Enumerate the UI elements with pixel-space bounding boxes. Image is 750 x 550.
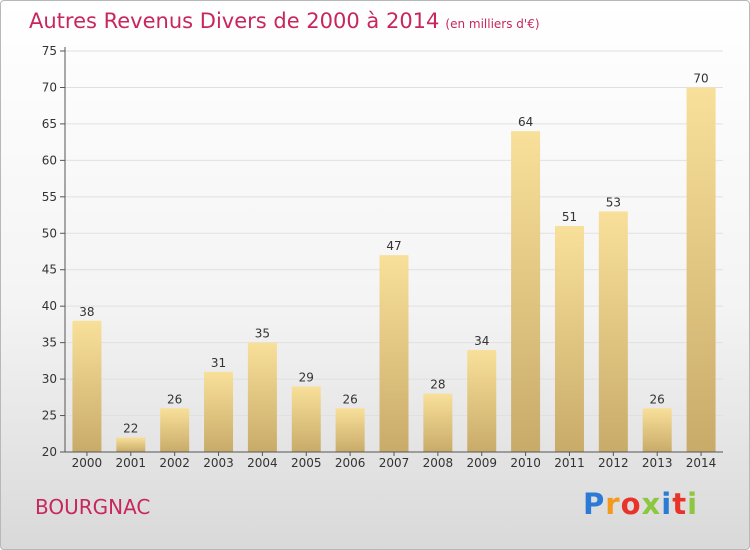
x-tick-label: 2009 [466, 456, 497, 470]
axes: 20 25 30 35 40 45 50 55 60 65 70 75 2000 2001 2002 2003… [42, 44, 723, 470]
x-tick-label: 2002 [159, 456, 190, 470]
data-label: 47 [386, 239, 401, 253]
bar-2010 [511, 131, 541, 452]
data-label: 70 [693, 71, 708, 85]
y-tick-label: 50 [42, 226, 57, 240]
x-tick-label: 2012 [598, 456, 629, 470]
y-tick-label: 30 [42, 372, 57, 386]
bars [72, 87, 716, 453]
x-tick-label: 2014 [686, 456, 717, 470]
y-tick-label: 20 [42, 445, 57, 459]
y-tick-label: 25 [42, 409, 57, 423]
x-tick-label: 2000 [72, 456, 103, 470]
data-label: 31 [211, 356, 226, 370]
logo-letter: i [687, 487, 699, 521]
y-tick-label: 70 [42, 80, 57, 94]
data-label: 35 [255, 327, 270, 341]
data-label: 51 [562, 210, 577, 224]
y-tick-label: 60 [42, 153, 57, 167]
data-label: 29 [299, 370, 314, 384]
logo-letter: i [661, 487, 673, 521]
chart-subtitle: (en milliers d'€) [445, 17, 540, 31]
logo-letter: x [641, 487, 662, 521]
x-tick-label: 2001 [116, 456, 147, 470]
logo-letter: o [620, 487, 642, 521]
x-tick-label: 2006 [335, 456, 366, 470]
x-tick-label: 2010 [510, 456, 541, 470]
bar-2001 [116, 437, 146, 452]
data-label: 26 [342, 392, 357, 406]
x-tick-label: 2008 [423, 456, 454, 470]
title-text: Autres Revenus Divers de 2000 à 2014 [29, 9, 440, 33]
data-label: 26 [167, 392, 182, 406]
x-tick-label: 2011 [554, 456, 585, 470]
bar-2000 [72, 320, 102, 452]
logo-letter: t [672, 487, 688, 521]
data-label: 34 [474, 334, 489, 348]
data-label: 26 [650, 392, 665, 406]
bar-2013 [642, 408, 672, 452]
bar-2014 [686, 87, 716, 453]
y-tick-label: 40 [42, 299, 57, 313]
data-label: 53 [606, 195, 621, 209]
x-tick-label: 2007 [379, 456, 410, 470]
x-tick-label: 2005 [291, 456, 322, 470]
data-labels: 38 22 26 31 35 29 26 47 28 34 64 51 53 26 70 [79, 71, 708, 435]
logo-letter: r [605, 487, 621, 521]
bar-2004 [247, 342, 277, 452]
bar-2012 [598, 211, 628, 452]
data-label: 28 [430, 378, 445, 392]
bar-2007 [379, 255, 409, 452]
bar-2008 [423, 393, 453, 452]
y-tick-label: 65 [42, 117, 57, 131]
data-label: 64 [518, 115, 533, 129]
data-label: 22 [123, 421, 138, 435]
bar-2002 [160, 408, 190, 452]
y-tick-label: 55 [42, 190, 57, 204]
data-label: 38 [79, 305, 94, 319]
bar-2011 [554, 225, 584, 452]
proxiti-logo: Proxiti [583, 487, 698, 521]
x-tick-label: 2004 [247, 456, 278, 470]
logo-letter: P [583, 487, 606, 521]
bar-2009 [467, 349, 497, 452]
place-name: BOURGNAC [35, 495, 151, 519]
bar-2006 [335, 408, 365, 452]
y-tick-label: 75 [42, 44, 57, 58]
chart-title: Autres Revenus Divers de 2000 à 2014 (en … [29, 9, 540, 33]
y-tick-label: 45 [42, 263, 57, 277]
x-tick-label: 2003 [203, 456, 234, 470]
bar-2005 [291, 386, 321, 452]
y-tick-label: 35 [42, 336, 57, 350]
x-tick-label: 2013 [642, 456, 673, 470]
bar-2003 [204, 371, 234, 452]
